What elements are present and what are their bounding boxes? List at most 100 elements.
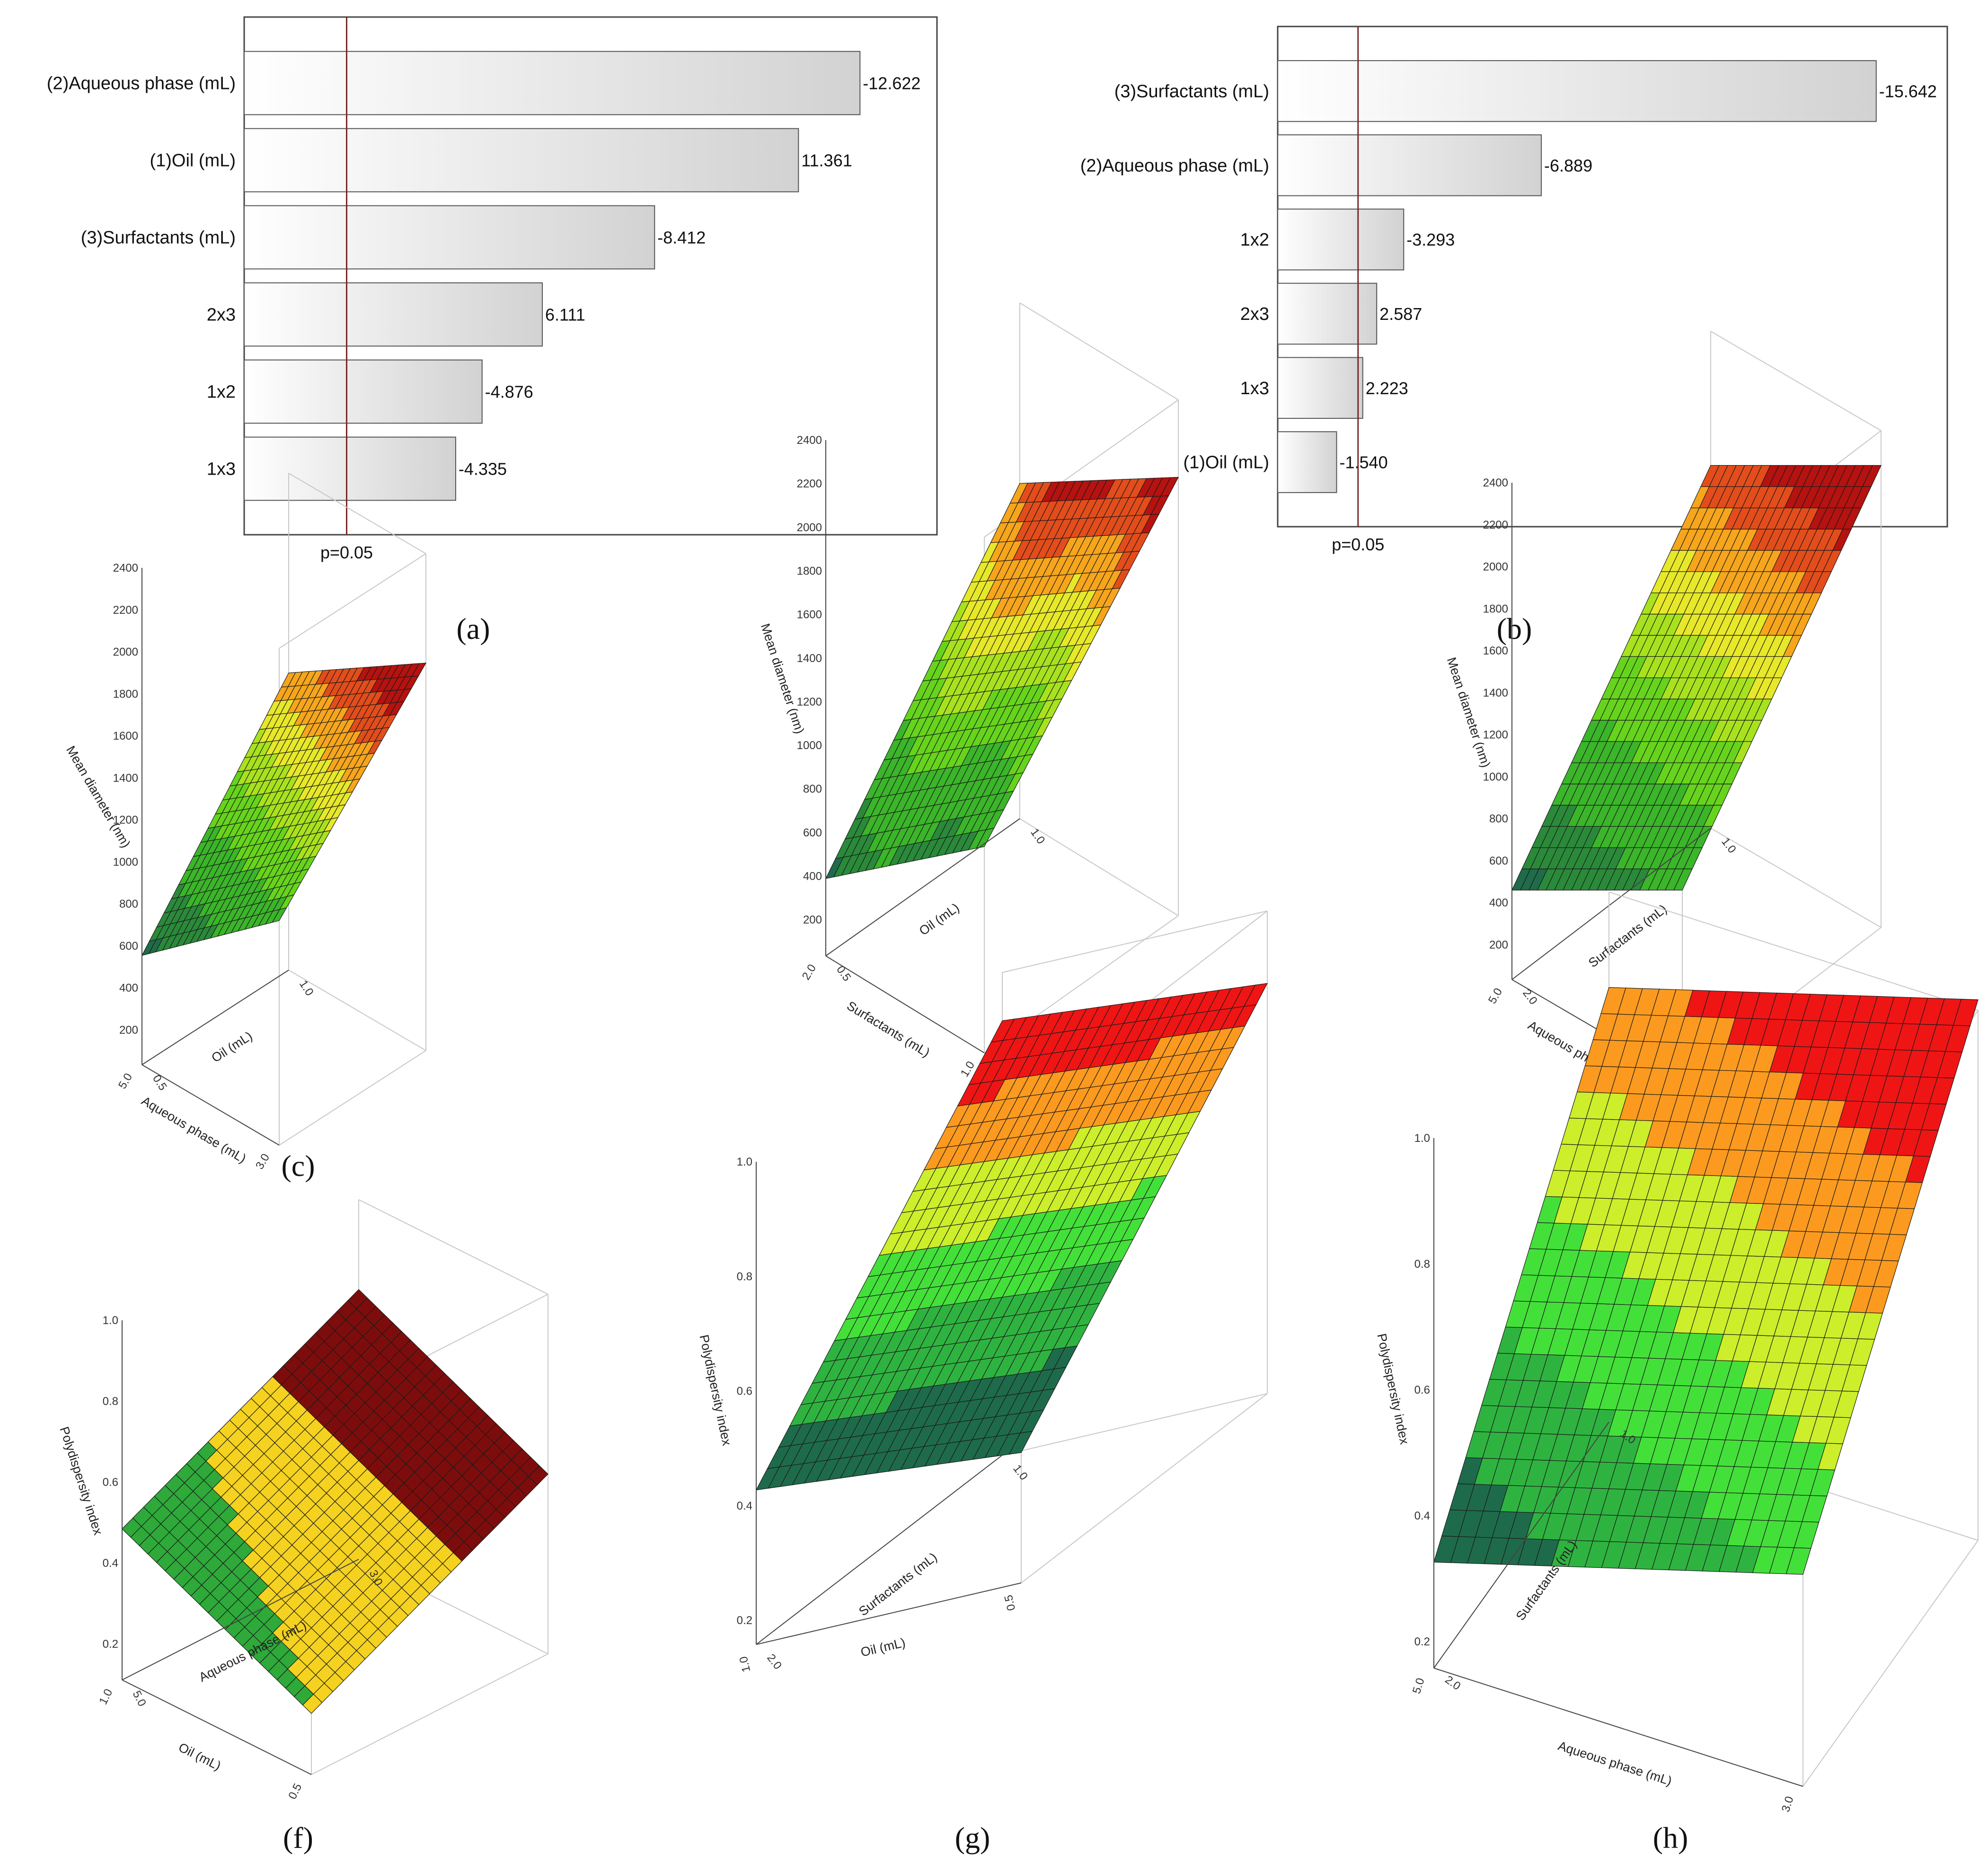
- z-axis-title: Mean diameter (nm): [63, 743, 133, 850]
- y-axis-line: [825, 818, 1020, 956]
- bar: [1277, 208, 1405, 271]
- x-axis-title: Surfactants (mL): [844, 998, 932, 1060]
- z-tick-label: 1800: [1483, 602, 1508, 615]
- floor-edge: [1802, 1540, 1979, 1787]
- z-tick-label: 1600: [797, 609, 822, 621]
- z-tick-label: 1800: [797, 565, 822, 577]
- x-axis-title: Oil (mL): [176, 1740, 223, 1773]
- surface-plot-f: 1.0 0.8 0.6 0.4 0.2 Polydispersity index 1.0 0.…: [57, 1199, 548, 1855]
- x-axis-line: [825, 955, 985, 1053]
- z-axis-title: Polydispersity index: [697, 1334, 734, 1447]
- z-tick-label: 0.4: [103, 1557, 118, 1570]
- z-tick-label: 1400: [797, 652, 822, 665]
- y-tick-label: 1.0: [297, 978, 316, 998]
- z-tick-label: 800: [1489, 813, 1508, 825]
- z-tick-label: 1000: [113, 856, 138, 868]
- value-label: 2.587: [1379, 304, 1422, 324]
- panel-label: (f): [283, 1821, 313, 1855]
- z-tick-label: 1.0: [1414, 1132, 1430, 1145]
- bar: [1277, 283, 1378, 345]
- value-label: -12.622: [863, 74, 920, 93]
- bar: [244, 205, 655, 270]
- x-axis-line: [141, 1064, 280, 1146]
- significance-label: p=0.05: [320, 543, 373, 562]
- x-tick-label: 0.5: [286, 1782, 304, 1802]
- z-tick-label: 0.8: [103, 1395, 118, 1408]
- y-tick-label: 0.5: [834, 963, 853, 984]
- value-label: -8.412: [657, 228, 706, 247]
- z-tick-label: 400: [119, 982, 138, 995]
- z-tick-label: 0.6: [1414, 1384, 1430, 1396]
- category-label: 2x3: [1240, 304, 1269, 324]
- category-label: 1x2: [207, 382, 236, 402]
- floor-edge: [1710, 828, 1882, 928]
- x-tick-label: 5.0: [1486, 986, 1505, 1006]
- z-tick-label: 0.2: [737, 1614, 752, 1627]
- bar: [244, 282, 543, 347]
- z-tick-label: 0.6: [103, 1476, 118, 1489]
- category-label: 2x3: [207, 305, 236, 325]
- back-edge: [279, 553, 426, 649]
- y-tick-label: 1.0: [1719, 835, 1739, 856]
- z-tick-label: 400: [1489, 897, 1508, 910]
- category-label: (1)Oil (mL): [1183, 453, 1269, 473]
- y-tick-label: 1.0: [1028, 826, 1047, 847]
- x-tick-label: 5.0: [116, 1071, 135, 1091]
- z-axis-title: Mean diameter (nm): [1444, 655, 1493, 769]
- z-axis-title: Mean diameter (nm): [758, 622, 807, 735]
- bar: [244, 359, 483, 424]
- floor-edge: [311, 1653, 548, 1775]
- bar: [1277, 60, 1877, 122]
- x-axis-title: Oil (mL): [859, 1635, 907, 1660]
- x-axis-title: Aqueous phase (mL): [1556, 1739, 1674, 1788]
- y-tick-label: 1.0: [1010, 1462, 1030, 1483]
- x-tick-label: 1.0: [737, 1655, 753, 1674]
- z-tick-label: 2000: [113, 646, 138, 659]
- z-tick-label: 2400: [1483, 477, 1508, 489]
- surface-cell: [1160, 477, 1179, 496]
- z-tick-label: 200: [119, 1024, 138, 1037]
- z-tick-label: 0.2: [1414, 1635, 1430, 1648]
- y-axis-title: Oil (mL): [917, 901, 962, 938]
- z-axis-title: Polydispersity index: [1374, 1332, 1412, 1446]
- bar: [1277, 134, 1542, 196]
- back-edge: [1710, 331, 1882, 431]
- bar: [244, 51, 861, 115]
- z-tick-label: 600: [803, 826, 822, 839]
- bar: [1277, 431, 1337, 493]
- x-tick-label: 2.0: [800, 962, 819, 982]
- bar: [1277, 357, 1363, 419]
- surface-cell: [411, 663, 427, 677]
- category-label: 1x3: [207, 459, 236, 479]
- bar: [244, 128, 799, 193]
- bar: [244, 436, 456, 501]
- z-tick-label: 200: [803, 914, 822, 927]
- category-label: (3)Surfactants (mL): [1114, 81, 1269, 101]
- y-axis-title: Oil (mL): [209, 1029, 255, 1065]
- category-label: (2)Aqueous phase (mL): [1080, 156, 1269, 176]
- back-edge: [1019, 302, 1179, 400]
- y-axis-line: [141, 970, 289, 1065]
- value-label: 6.111: [545, 305, 585, 325]
- z-tick-label: 1400: [113, 772, 138, 785]
- y-tick-label: 2.0: [1520, 987, 1540, 1007]
- z-tick-label: 2200: [113, 604, 138, 617]
- panel-label: (g): [955, 1821, 990, 1855]
- z-tick-label: 2400: [113, 562, 138, 574]
- z-tick-label: 800: [119, 898, 138, 910]
- x-tick-label: 3.0: [253, 1151, 272, 1171]
- value-label: -15.642: [1879, 81, 1937, 101]
- floor-edge: [1019, 818, 1179, 916]
- panel-label: (a): [456, 612, 490, 645]
- y-axis-line: [756, 1455, 1003, 1645]
- z-tick-label: 1200: [113, 814, 138, 827]
- back-edge: [358, 1199, 548, 1295]
- z-tick-label: 0.4: [737, 1500, 752, 1512]
- z-tick-label: 0.8: [1414, 1258, 1430, 1271]
- surface-plot-g: 1.0 0.8 0.6 0.4 0.2 Polydispersity index 1.0 0.…: [697, 910, 1268, 1855]
- x-axis-line: [756, 1582, 1022, 1645]
- category-label: 1x2: [1240, 230, 1269, 250]
- x-tick-label: 5.0: [1410, 1677, 1427, 1696]
- z-tick-label: 0.6: [737, 1385, 752, 1398]
